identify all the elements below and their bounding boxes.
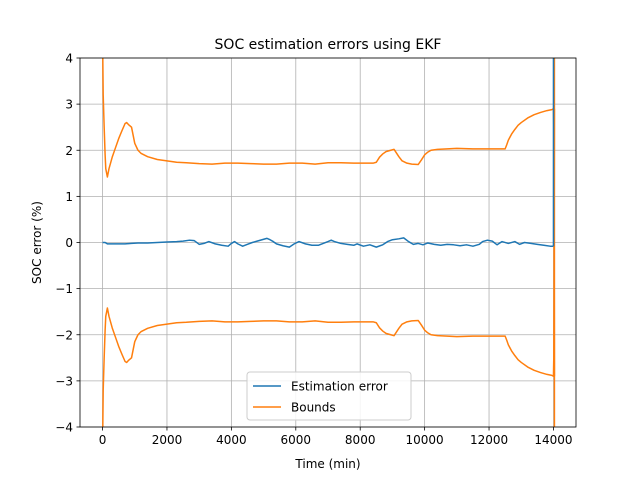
y-tick-label: −4 (55, 421, 73, 435)
y-tick-label: −3 (55, 374, 73, 388)
legend-label-bounds: Bounds (291, 401, 336, 415)
x-tick-label: 2000 (152, 433, 183, 447)
x-tick-label: 14000 (534, 433, 572, 447)
y-tick-label: −1 (55, 282, 73, 296)
series-line-bounds (102, 58, 556, 377)
plot-area (102, 58, 556, 427)
y-tick-label: 2 (65, 144, 73, 158)
y-tick-label: 1 (65, 190, 73, 204)
x-tick-label: 6000 (281, 433, 312, 447)
x-tick-label: 8000 (345, 433, 376, 447)
legend-box (246, 371, 412, 421)
y-tick-label: 4 (65, 52, 73, 66)
y-tick-label: −2 (55, 328, 73, 342)
y-axis: −4 −3 −2 −1 0 1 2 3 4 (55, 52, 80, 435)
series-line-bounds-lower (102, 108, 556, 427)
x-axis-label: Time (min) (294, 457, 360, 471)
x-axis: 0 2000 4000 6000 8000 10000 12000 14000 (99, 427, 573, 447)
chart-title: SOC estimation errors using EKF (215, 37, 442, 53)
y-tick-label: 3 (65, 98, 73, 112)
x-tick-label: 4000 (216, 433, 247, 447)
y-tick-label: 0 (65, 236, 73, 250)
legend-label-estimation-error: Estimation error (291, 380, 388, 394)
y-axis-label: SOC error (%) (30, 201, 44, 284)
x-tick-label: 12000 (470, 433, 508, 447)
x-tick-label: 0 (99, 433, 107, 447)
series-line-estimation-error (102, 237, 554, 248)
x-tick-label: 10000 (406, 433, 444, 447)
legend: Estimation error Bounds (246, 371, 412, 421)
